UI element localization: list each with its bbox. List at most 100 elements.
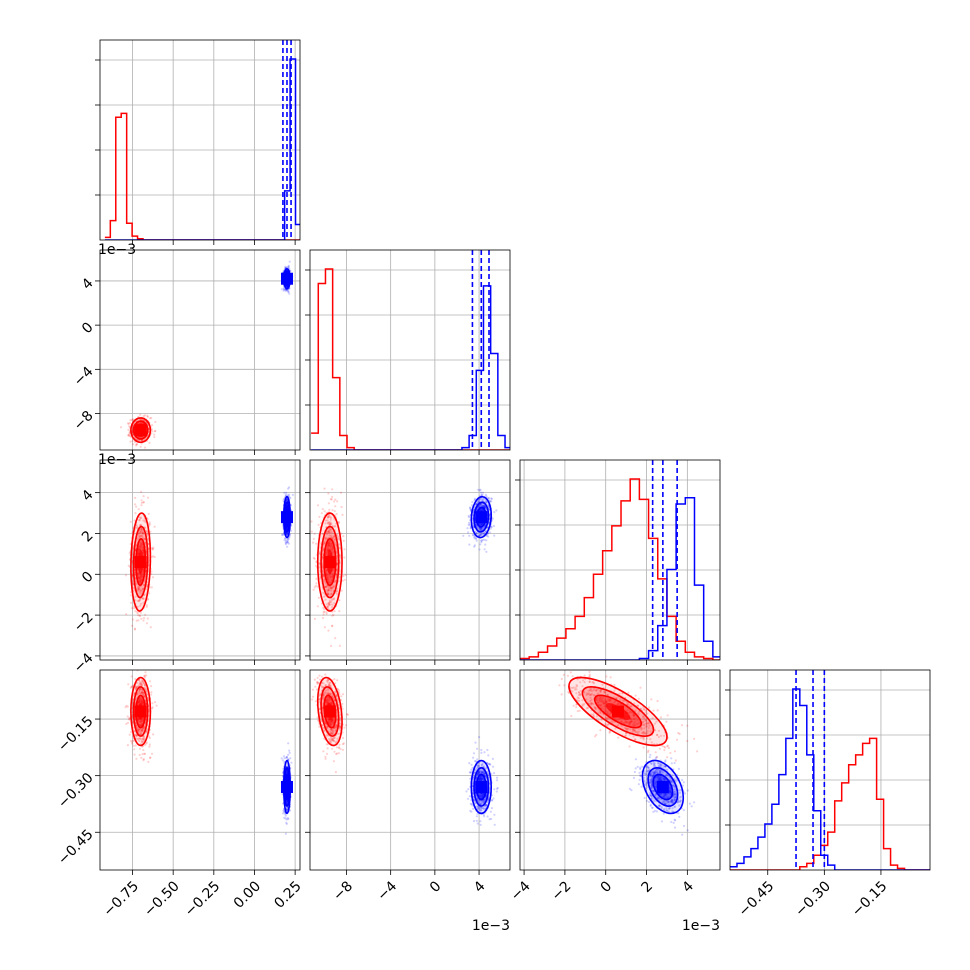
scatter-panel-1-0 [100,250,300,450]
sample-point [133,753,136,756]
sample-point [330,498,333,501]
sample-point [327,547,330,550]
sample-point [284,814,287,817]
density-peak-0 [134,705,147,718]
sample-point [344,573,347,577]
sample-point [327,629,330,632]
sample-point [329,593,332,596]
sample-point [148,521,151,524]
sample-point [130,741,133,744]
density-peak-0 [134,424,147,437]
sample-point [141,680,144,684]
sample-point [136,692,139,695]
histogram-series-0 [730,737,930,870]
sample-point [138,728,141,731]
sample-point [138,549,141,552]
histogram-series-1 [104,58,300,240]
sample-point [315,564,318,567]
sample-point [136,738,139,741]
sample-point [281,759,284,762]
sample-point [141,740,144,743]
sample-point [137,702,140,705]
sample-point [140,534,143,537]
sample-point [323,510,326,513]
sample-point [318,562,321,565]
sample-point [148,441,151,444]
sample-point [138,589,142,592]
sample-point [476,526,479,530]
sample-point [329,545,332,548]
contour-line-0 [132,525,149,599]
sample-point [327,593,330,596]
sample-point [338,599,341,602]
sample-point [287,264,290,267]
sample-point [479,533,482,536]
sample-point [288,493,291,496]
sample-point [327,586,330,590]
sample-point [141,753,144,756]
sample-point [336,500,339,503]
sample-point [467,523,470,527]
sample-point [127,422,130,425]
sample-point [154,429,157,433]
sample-point [135,524,139,527]
sample-point [327,516,330,519]
sample-point [330,592,333,595]
sample-point [138,747,141,750]
sample-point [139,682,142,685]
sample-point [338,644,341,647]
sample-point [475,537,478,541]
sample-point [131,443,135,446]
sample-point [473,497,476,500]
sample-point [482,505,485,508]
sample-point [138,719,141,723]
sample-point [322,613,325,616]
sample-point [140,534,144,538]
sample-point [323,595,326,598]
sample-point [322,606,325,609]
sample-point [143,738,146,741]
sample-point [333,585,336,588]
sample-point [137,700,140,703]
sample-point [139,579,142,583]
sample-point [141,546,145,549]
sample-point [146,533,149,536]
sample-point [137,730,140,733]
sample-point [138,698,141,701]
sample-point [326,578,329,581]
sample-point [331,548,334,551]
sample-point [284,817,287,820]
sample-point [144,613,147,617]
sample-point [479,529,482,532]
sample-point [132,726,135,729]
sample-point [339,554,342,557]
sample-point [489,527,492,530]
sample-point [327,492,330,495]
sample-point [140,575,143,578]
histogram-series-1 [520,497,720,660]
sample-point [137,728,140,731]
sample-point [328,589,331,592]
sample-point [140,738,143,741]
sample-point [489,500,492,503]
sample-point [325,612,328,615]
sample-point [290,529,293,532]
scatter-panel-2-0 [100,460,300,660]
sample-point [287,538,290,541]
density-peak-0 [134,556,147,569]
sample-point [283,491,286,494]
sample-point [326,546,329,549]
sample-point [475,532,478,535]
sample-point [142,532,145,535]
histogram-panel-1 [310,250,510,450]
sample-point [482,505,485,508]
sample-point [139,602,142,605]
sample-point [328,541,331,545]
sample-point [137,664,139,666]
sample-point [146,415,149,418]
sample-point [138,418,142,421]
sample-point [138,696,141,700]
sample-point [141,532,144,535]
sample-point [142,738,146,741]
